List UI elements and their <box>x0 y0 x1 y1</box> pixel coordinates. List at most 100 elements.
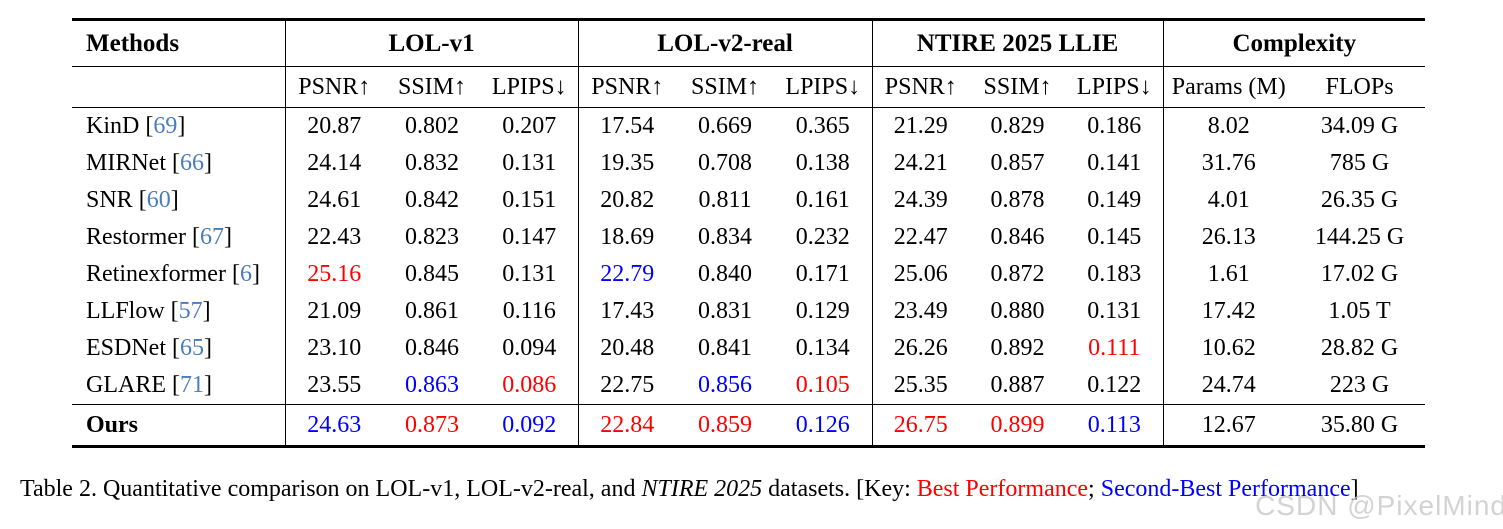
citation-link[interactable]: 67 <box>199 224 224 250</box>
metric-header-ntire-2025-llie-ssim: SSIM↑ <box>969 66 1067 108</box>
metric-value-cell: 28.82 G <box>1320 335 1399 361</box>
column-group-complexity: Complexity <box>1163 19 1426 67</box>
metric-value-cell: 0.887 <box>990 372 1045 398</box>
metric-value-cell: 24.61 <box>307 187 362 213</box>
table-row-retinexformer: Retinexformer [6] 25.16 0.845 0.131 22.79 0.8… <box>72 256 1425 293</box>
metric-value-cell: 0.802 <box>405 113 459 139</box>
method-cell: ESDNet [65] <box>72 330 286 367</box>
method-cell: MIRNet [66] <box>72 145 286 182</box>
metric-value-cell: 26.75 <box>872 404 970 447</box>
column-group-ntire-2025-llie: NTIRE 2025 LLIE <box>872 19 1164 67</box>
metric-value-cell: 25.35 <box>893 372 948 398</box>
method-cell: SNR [60] <box>72 182 286 219</box>
metric-value-cell: 0.863 <box>405 372 459 398</box>
quantitative-comparison-table: Methods LOL-v1 LOL-v2-real NTIRE 2025 LLIE C… <box>72 18 1426 448</box>
metric-value-cell: 20.82 <box>600 187 655 213</box>
metric-value-cell: 0.899 <box>969 404 1067 447</box>
method-name: Ours <box>86 411 139 438</box>
metric-value-cell: 24.21 <box>893 150 948 176</box>
metric-value-cell: 0.149 <box>1066 182 1164 219</box>
metric-value-cell: 17.43 <box>600 298 655 324</box>
table-header: Methods LOL-v1 LOL-v2-real NTIRE 2025 LLIE C… <box>72 19 1426 108</box>
metric-value-cell: 17.02 G <box>1320 261 1399 287</box>
metric-value-cell: 0.861 <box>405 298 459 324</box>
metric-value-cell: 0.122 <box>1066 367 1164 405</box>
metric-header-lol-v2-real-psnr: PSNR↑ <box>578 66 677 108</box>
metric-header-complexity-flops: FLOPs <box>1294 66 1426 108</box>
metric-header-lol-v1-psnr: PSNR↑ <box>285 66 383 108</box>
metric-value-cell: 0.842 <box>405 187 459 213</box>
metric-header-lol-v2-real-lpips: LPIPS↓ <box>774 66 873 108</box>
table-row-llflow: LLFlow [57] 21.09 0.861 0.116 17.43 0.831 0.12… <box>72 293 1425 330</box>
table-row-restormer: Restormer [67] 22.43 0.823 0.147 18.69 0.834 0… <box>72 219 1425 256</box>
citation-link[interactable]: 65 <box>180 335 204 361</box>
metric-value-cell: 0.116 <box>481 293 579 330</box>
table-caption: Table 2. Quantitative comparison on LOL-… <box>20 476 1359 503</box>
citation-link[interactable]: 71 <box>180 372 204 398</box>
method-cell: KinD [69] <box>72 107 286 145</box>
metric-value-cell: 0.669 <box>698 113 753 139</box>
metric-value-cell: 0.105 <box>774 367 873 405</box>
metric-value-cell: 0.846 <box>990 224 1045 250</box>
metric-value-cell: 21.09 <box>307 298 362 324</box>
citation-link[interactable]: 60 <box>146 187 171 213</box>
metric-value-cell: 25.06 <box>893 261 948 287</box>
method-name: SNR <box>86 187 133 213</box>
method-name: LLFlow <box>86 298 165 324</box>
metric-value-cell: 25.16 <box>307 261 362 287</box>
metric-value-cell: 0.846 <box>405 335 459 361</box>
metric-value-cell: 18.69 <box>600 224 655 250</box>
metric-value-cell: 21.29 <box>893 113 948 139</box>
citation-link[interactable]: 57 <box>178 298 203 324</box>
metric-header-ntire-2025-llie-psnr: PSNR↑ <box>872 66 970 108</box>
metric-value-cell: 0.841 <box>698 335 753 361</box>
method-name: Retinexformer <box>86 261 226 287</box>
metric-value-cell: 22.47 <box>893 224 948 250</box>
metric-value-cell: 24.74 <box>1201 372 1256 398</box>
metric-value-cell: 0.857 <box>990 150 1045 176</box>
metric-value-cell: 0.834 <box>698 224 753 250</box>
metric-value-cell: 0.832 <box>405 150 459 176</box>
metric-value-cell: 31.76 <box>1201 150 1256 176</box>
table-row-esdnet: ESDNet [65] 23.10 0.846 0.094 20.48 0.841 0.13… <box>72 330 1425 367</box>
metric-value-cell: 24.63 <box>285 404 383 447</box>
caption-text: ] <box>1350 476 1359 502</box>
metric-value-cell: 0.134 <box>774 330 873 367</box>
metric-value-cell: 0.829 <box>990 113 1045 139</box>
metric-value-cell: 0.186 <box>1066 107 1164 145</box>
metric-value-cell: 0.086 <box>481 367 579 405</box>
metric-value-cell: 12.67 <box>1163 404 1295 447</box>
table-row-ours: Ours 24.63 0.873 0.092 22.84 0.859 0.126 26.75 0… <box>72 404 1426 447</box>
metric-value-cell: 0.840 <box>698 261 753 287</box>
metric-value-cell: 0.365 <box>774 107 873 145</box>
metric-value-cell: 0.823 <box>405 224 459 250</box>
metric-value-cell: 19.35 <box>600 150 655 176</box>
metric-value-cell: 26.26 <box>893 335 948 361</box>
method-name: KinD <box>86 113 140 139</box>
metric-value-cell: 144.25 G <box>1314 224 1405 250</box>
metric-value-cell: 10.62 <box>1201 335 1256 361</box>
metric-value-cell: 17.54 <box>600 113 655 139</box>
metric-value-cell: 0.207 <box>481 107 579 145</box>
metric-value-cell: 0.892 <box>990 335 1045 361</box>
citation-link[interactable]: 6 <box>239 261 252 287</box>
metric-value-cell: 1.61 <box>1207 261 1250 287</box>
metric-value-cell: 0.131 <box>481 145 579 182</box>
metric-value-cell: 0.147 <box>481 219 579 256</box>
metric-value-cell: 1.05 T <box>1328 298 1391 324</box>
citation-link[interactable]: 69 <box>153 113 178 139</box>
metric-value-cell: 0.145 <box>1066 219 1164 256</box>
metric-value-cell: 34.09 G <box>1320 113 1399 139</box>
metric-value-cell: 0.129 <box>774 293 873 330</box>
metric-value-cell: 0.856 <box>698 372 753 398</box>
metric-value-cell: 0.161 <box>774 182 873 219</box>
metric-value-cell: 0.131 <box>1066 293 1164 330</box>
metric-value-cell: 0.111 <box>1066 330 1164 367</box>
metric-value-cell: 0.831 <box>698 298 753 324</box>
metric-value-cell: 223 G <box>1329 372 1390 398</box>
method-name: Restormer <box>86 224 186 250</box>
method-cell: LLFlow [57] <box>72 293 286 330</box>
citation-link[interactable]: 66 <box>180 150 204 176</box>
caption-dataset-italic: NTIRE 2025 <box>641 476 763 502</box>
metric-value-cell: 0.138 <box>774 145 873 182</box>
